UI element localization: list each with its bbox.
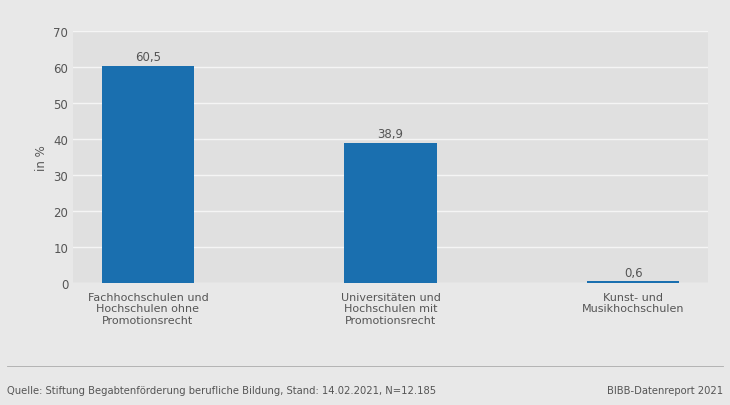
Bar — [102, 66, 194, 283]
Text: 38,9: 38,9 — [377, 128, 404, 141]
Text: Quelle: Stiftung Begabtenförderung berufliche Bildung, Stand: 14.02.2021, N=12.1: Quelle: Stiftung Begabtenförderung beruf… — [7, 385, 437, 395]
Bar — [345, 144, 437, 284]
Text: 0,6: 0,6 — [624, 266, 642, 279]
Bar — [587, 281, 679, 283]
Y-axis label: in %: in % — [35, 145, 47, 171]
Text: BIBB-Datenreport 2021: BIBB-Datenreport 2021 — [607, 385, 723, 395]
Text: 60,5: 60,5 — [135, 51, 161, 64]
